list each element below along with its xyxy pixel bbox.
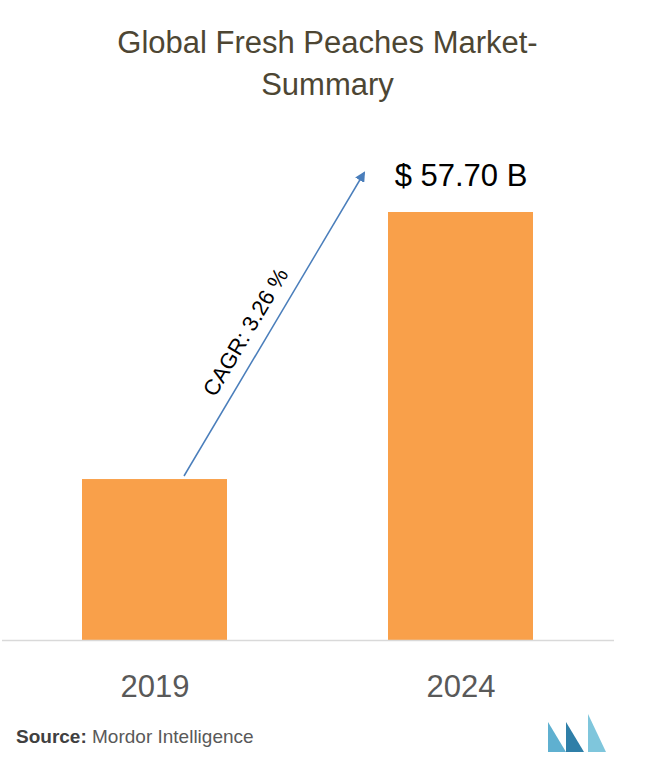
html-text:Global Fresh Peaches Market-: Global Fresh Peaches Market- xyxy=(117,25,538,60)
svg-text:2024: 2024 xyxy=(427,669,496,704)
svg-text:$ 57.70 B: $ 57.70 B xyxy=(395,158,528,193)
svg-text:CAGR: 3.26 %: CAGR: 3.26 % xyxy=(198,264,293,401)
html-text:Source: Mordor Intelligence: Source: Mordor Intelligence xyxy=(16,726,254,747)
html-text:Summary: Summary xyxy=(261,67,394,102)
svg-text:2019: 2019 xyxy=(121,669,190,704)
